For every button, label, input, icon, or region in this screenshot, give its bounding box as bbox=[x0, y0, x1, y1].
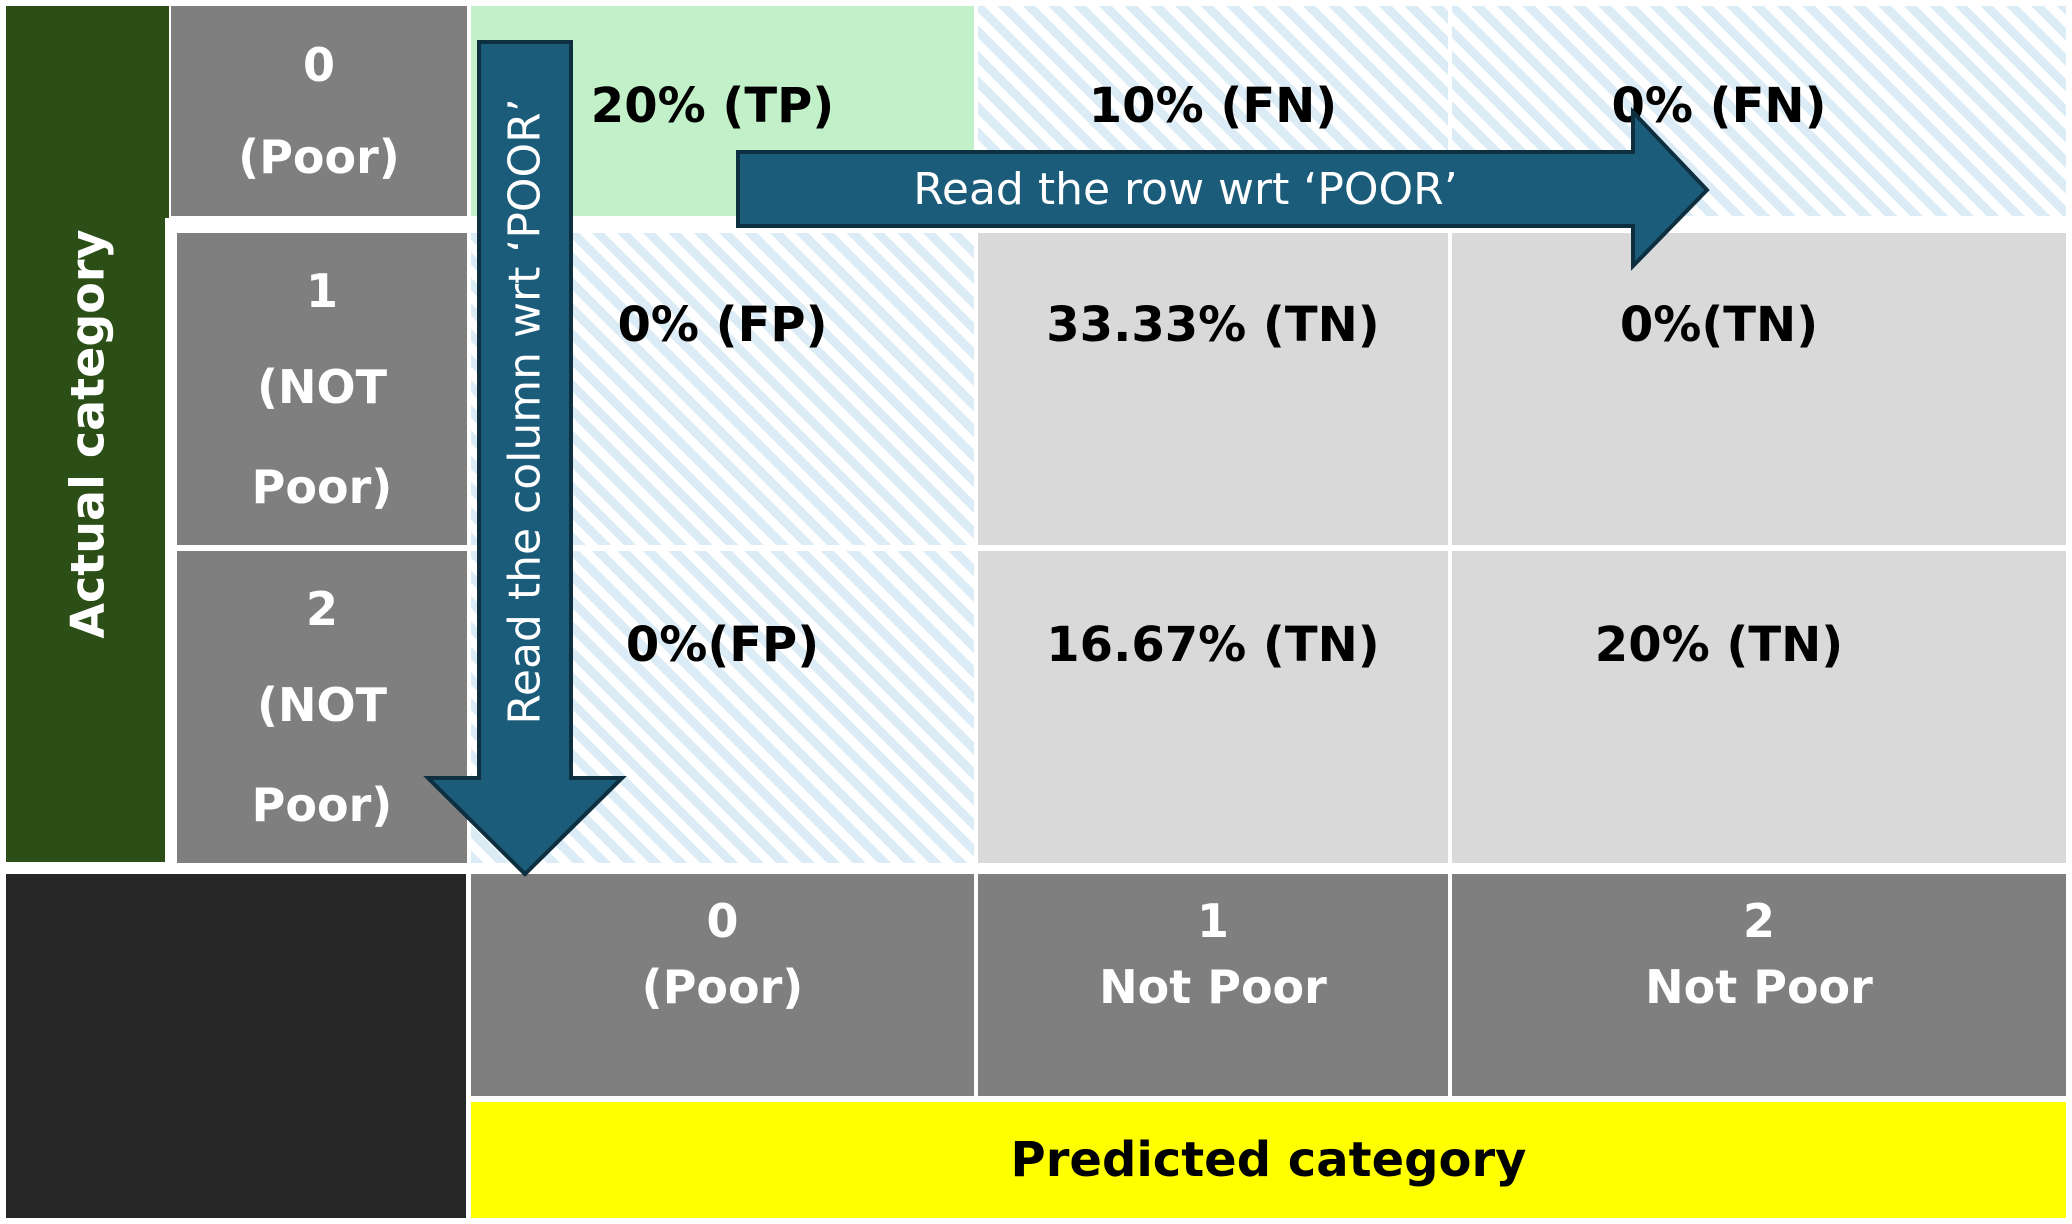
cell-2-1-value: 16.67% (TN) bbox=[1046, 617, 1380, 673]
cell-2-0-value: 0%(FP) bbox=[625, 617, 820, 673]
row-header-1: 1 (NOT Poor) bbox=[177, 233, 467, 545]
cell-2-1: 16.67% (TN) bbox=[978, 551, 1448, 863]
cell-2-2: 20% (TN) bbox=[1452, 551, 2066, 863]
column-arrow-text-box: Read the column wrt ‘POOR’ bbox=[481, 44, 569, 778]
column-header-0: 0 (Poor) bbox=[471, 874, 974, 1096]
cell-1-2-value: 0%(TN) bbox=[1619, 297, 1819, 353]
actual-category-band: Actual category bbox=[6, 6, 169, 862]
row-header-2-line1: (NOT bbox=[256, 678, 387, 732]
column-header-0-name: (Poor) bbox=[641, 960, 804, 1014]
row-header-1-number: 1 bbox=[305, 264, 338, 318]
row-header-1-line1: (NOT bbox=[256, 360, 387, 414]
column-header-2: 2 Not Poor bbox=[1452, 874, 2066, 1096]
column-header-1: 1 Not Poor bbox=[978, 874, 1448, 1096]
cell-0-0-value: 20% (TP) bbox=[590, 78, 835, 134]
predicted-category-band: Predicted category bbox=[471, 1102, 2066, 1218]
column-header-2-name: Not Poor bbox=[1645, 960, 1873, 1014]
cell-1-1-value: 33.33% (TN) bbox=[1046, 297, 1380, 353]
row-header-0-name: (Poor) bbox=[238, 130, 400, 184]
column-header-0-number: 0 bbox=[706, 894, 739, 948]
predicted-category-label: Predicted category bbox=[1010, 1132, 1527, 1188]
row-header-0: 0 (Poor) bbox=[171, 6, 467, 216]
row-arrow-text: Read the row wrt ‘POOR’ bbox=[913, 163, 1458, 215]
column-header-2-number: 2 bbox=[1742, 894, 1775, 948]
row-header-0-number: 0 bbox=[302, 38, 335, 92]
column-header-1-number: 1 bbox=[1196, 894, 1229, 948]
column-header-1-name: Not Poor bbox=[1099, 960, 1327, 1014]
corner-block bbox=[6, 874, 466, 1218]
row-header-2-line2: Poor) bbox=[251, 778, 393, 832]
row-header-2-number: 2 bbox=[305, 582, 338, 636]
row-arrow bbox=[736, 106, 1710, 271]
cell-1-0-value: 0% (FP) bbox=[617, 297, 828, 353]
column-arrow bbox=[423, 40, 627, 877]
row-header-2: 2 (NOT Poor) bbox=[177, 551, 467, 863]
cell-1-2: 0%(TN) bbox=[1452, 233, 2066, 545]
cell-1-1: 33.33% (TN) bbox=[978, 233, 1448, 545]
cell-0-1-value: 10% (FN) bbox=[1088, 78, 1338, 134]
row-header-1-line2: Poor) bbox=[251, 460, 393, 514]
cell-2-2-value: 20% (TN) bbox=[1594, 617, 1844, 673]
row-arrow-text-box: Read the row wrt ‘POOR’ bbox=[740, 154, 1631, 224]
column-arrow-text: Read the column wrt ‘POOR’ bbox=[499, 97, 551, 725]
